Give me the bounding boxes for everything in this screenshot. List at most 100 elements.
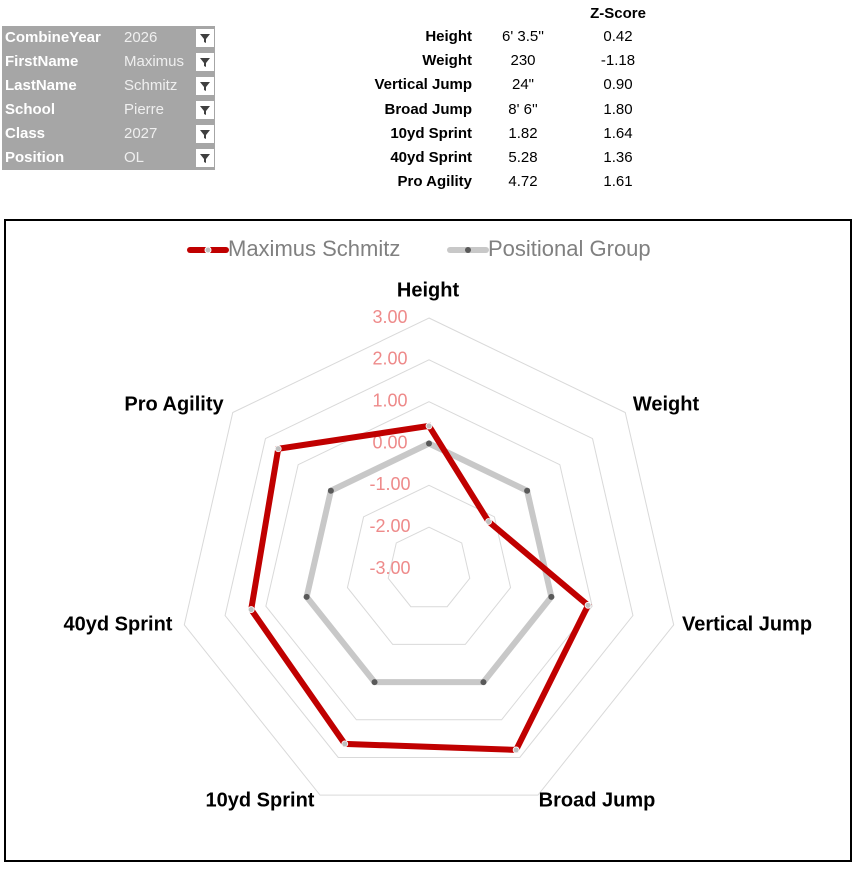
z-score: 1.61	[603, 173, 633, 191]
z-score: 1.36	[603, 149, 633, 166]
measurement: 24"	[511, 76, 534, 94]
series-line	[248, 422, 592, 753]
filter-row: Class 2027	[2, 122, 215, 146]
measurement: 5.28	[508, 149, 538, 166]
filter-icon	[200, 82, 210, 91]
category-label: 40yd Sprint	[64, 613, 173, 635]
grid-ring	[183, 317, 675, 796]
chart-frame	[4, 219, 852, 862]
measurement: 4.72	[508, 173, 538, 191]
z-score: -1.18	[600, 52, 636, 70]
category-label: Broad Jump	[539, 789, 656, 811]
data-point	[524, 487, 531, 494]
data-point	[303, 593, 310, 600]
measurement: 6' 3.5''	[502, 28, 544, 45]
spoke	[429, 569, 538, 795]
filter-label: FirstName	[5, 53, 79, 70]
tick-label: -3.00	[369, 558, 410, 578]
data-point	[548, 593, 555, 600]
filter-button[interactable]	[196, 125, 214, 143]
row-label: Vertical Jump	[374, 76, 472, 94]
row-label: 40yd Sprint	[390, 149, 472, 166]
tick-label: 3.00	[372, 307, 407, 327]
filter-icon	[200, 106, 210, 115]
spoke	[233, 413, 429, 569]
spoke	[320, 569, 429, 795]
data-point	[584, 601, 592, 609]
spoke	[429, 569, 674, 625]
data-point	[247, 606, 255, 613]
filter-row: School Pierre	[2, 98, 215, 122]
spoke	[184, 569, 429, 625]
grid-ring	[224, 359, 634, 758]
legend-label: Positional Group	[488, 236, 651, 261]
measurement: 1.82	[508, 124, 538, 142]
tick-label: 0.00	[372, 432, 407, 452]
filter-row: LastName Schmitz	[2, 74, 215, 98]
category-label: 10yd Sprint	[206, 789, 315, 811]
spoke	[429, 413, 625, 569]
row-label: Height	[425, 28, 472, 45]
filter-button[interactable]	[196, 149, 214, 167]
tick-label: -2.00	[369, 516, 410, 536]
filter-value: 2027	[124, 125, 158, 142]
filter-value: 2026	[124, 29, 158, 46]
filter-button[interactable]	[196, 53, 214, 71]
filter-label: CombineYear	[5, 29, 101, 46]
data-point	[371, 679, 378, 686]
z-score: 0.90	[603, 76, 633, 94]
legend-marker	[465, 247, 471, 253]
filter-label: Class	[5, 125, 46, 142]
z-score: 0.42	[603, 28, 633, 45]
row-label: Pro Agility	[397, 173, 472, 191]
legend-label: Maximus Schmitz	[228, 236, 400, 261]
filter-icon	[200, 58, 210, 67]
grid-ring	[306, 442, 552, 683]
filter-value: Schmitz	[124, 77, 178, 94]
filter-row: FirstName Maximus	[2, 50, 215, 74]
grid-ring	[387, 526, 471, 608]
data-point	[327, 487, 334, 494]
filter-button[interactable]	[196, 77, 214, 95]
z-score: 1.64	[603, 124, 633, 142]
row-label: 10yd Sprint	[390, 124, 472, 142]
filter-row: Position OL	[2, 146, 215, 170]
filter-label: School	[5, 101, 56, 118]
filter-value: OL	[124, 149, 145, 166]
row-label: Weight	[422, 52, 472, 70]
tick-label: 2.00	[372, 349, 407, 369]
row-label: Broad Jump	[384, 100, 472, 118]
filter-icon	[200, 130, 210, 139]
filter-value: Maximus	[124, 53, 185, 70]
data-point	[512, 746, 520, 754]
filter-label: LastName	[5, 77, 77, 94]
tick-label: 1.00	[372, 390, 407, 410]
filter-label: Position	[5, 149, 65, 166]
data-point	[480, 679, 487, 686]
filter-button[interactable]	[196, 101, 214, 119]
filter-icon	[200, 154, 210, 163]
data-point	[425, 422, 433, 430]
data-point	[426, 440, 432, 447]
measurement: 8' 6''	[508, 100, 538, 118]
category-label: Pro Agility	[124, 393, 224, 415]
column-header: Z-Score	[590, 5, 646, 22]
filter-row: CombineYear 2026	[2, 26, 215, 50]
grid-ring	[346, 484, 512, 645]
category-label: Vertical Jump	[682, 613, 812, 635]
filter-value: Pierre	[124, 101, 165, 118]
grid-ring	[265, 401, 593, 721]
filter-button[interactable]	[196, 29, 214, 47]
category-label: Height	[397, 279, 460, 301]
data-point	[341, 740, 349, 748]
tick-label: -1.00	[369, 474, 410, 494]
legend-marker	[204, 246, 212, 254]
measurement: 230	[510, 52, 536, 70]
filter-icon	[200, 34, 210, 43]
data-point	[485, 518, 492, 525]
z-score: 1.80	[603, 100, 633, 118]
category-label: Weight	[633, 393, 700, 415]
series-line	[303, 440, 555, 686]
data-point	[274, 445, 282, 453]
